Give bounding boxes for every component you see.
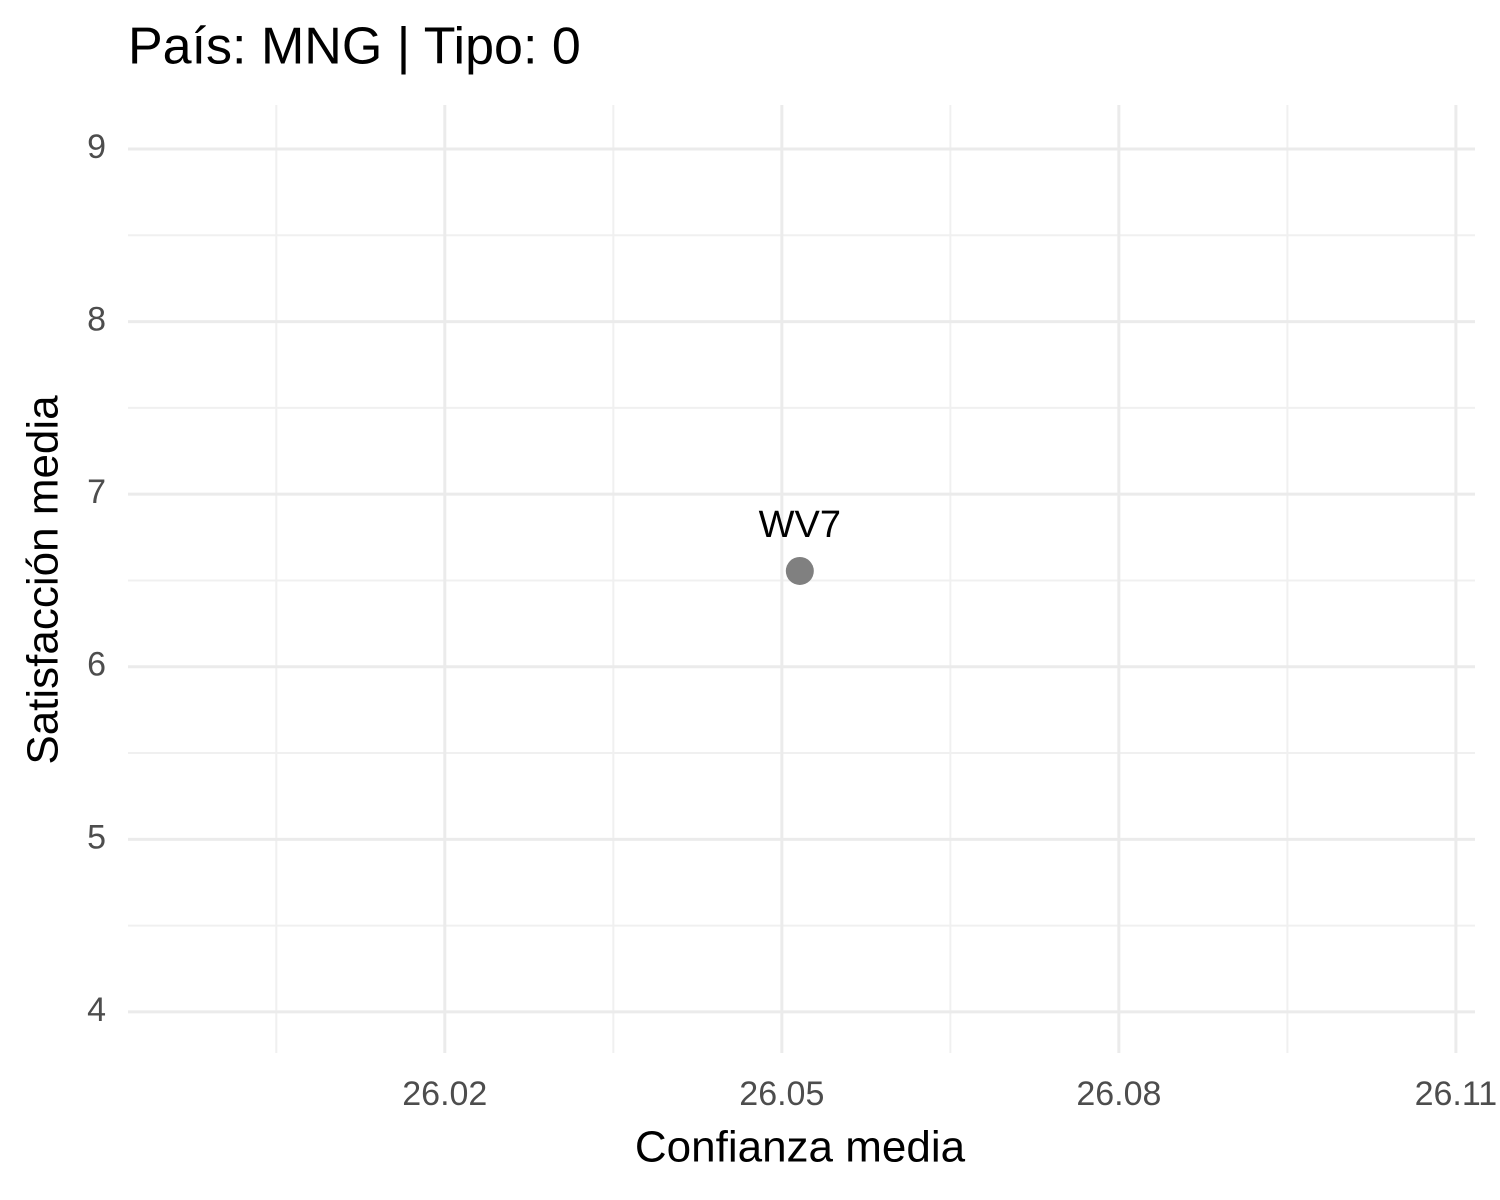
x-axis-title: Confianza media [635, 1123, 966, 1172]
y-tick-label: 8 [87, 301, 106, 339]
y-tick-label: 5 [87, 818, 106, 856]
y-tick-label: 4 [87, 991, 106, 1029]
y-tick-label: 6 [87, 646, 106, 684]
point-label: WV7 [759, 504, 841, 546]
y-tick-label: 9 [87, 128, 106, 166]
x-tick-label: 26.02 [402, 1075, 487, 1113]
chart-title: País: MNG | Tipo: 0 [128, 18, 581, 76]
x-tick-label: 26.08 [1076, 1075, 1161, 1113]
y-tick-label: 7 [87, 473, 106, 511]
point [785, 556, 814, 585]
x-tick-label: 26.05 [739, 1075, 824, 1113]
x-tick-label: 26.11 [1415, 1075, 1498, 1113]
y-axis-title: Satisfacción media [19, 395, 68, 765]
